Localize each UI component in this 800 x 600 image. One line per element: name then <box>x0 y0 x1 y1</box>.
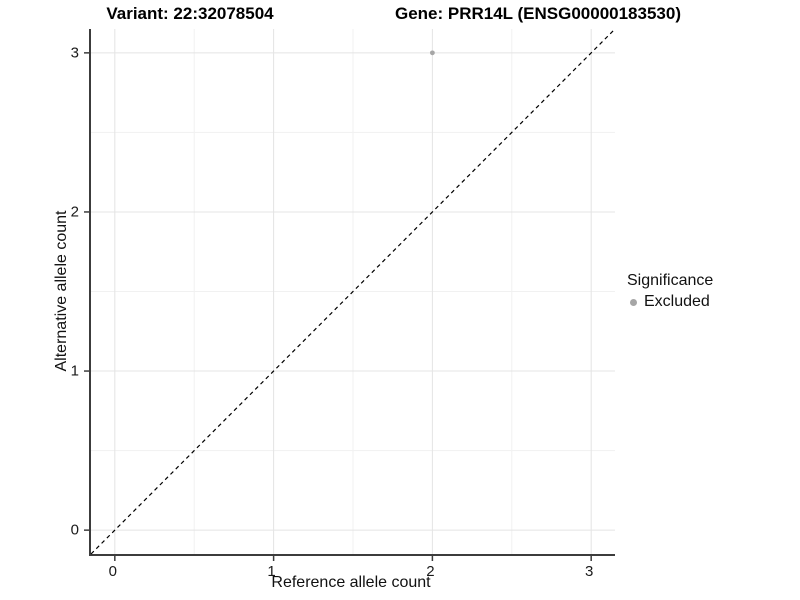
y-tick-label: 0 <box>70 521 79 539</box>
x-axis-title: Reference allele count <box>271 574 431 591</box>
y-tick-label: 2 <box>70 203 79 221</box>
identity-dashed-line <box>90 28 616 555</box>
legend-title: Significance <box>627 272 714 289</box>
y-axis-title: Alternative allele count <box>53 210 70 372</box>
plot-title-gene: Gene: PRR14L (ENSG00000183530) <box>394 4 681 23</box>
x-tick-label: 0 <box>108 563 117 580</box>
legend-item-label: Excluded <box>644 293 710 310</box>
legend-point-icon <box>630 298 637 306</box>
x-tick-label: 3 <box>585 563 594 580</box>
y-tick-label: 1 <box>70 362 79 380</box>
x-tick-label: 1 <box>267 563 276 580</box>
plot-title-variant: Variant: 22:32078504 <box>106 4 274 23</box>
y-tick-label: 3 <box>70 44 79 62</box>
plot-panel <box>84 28 616 561</box>
data-point <box>429 50 435 56</box>
legend: Significance Excluded <box>627 271 713 312</box>
legend-item-excluded: Excluded <box>627 292 713 312</box>
plot-canvas <box>84 28 616 561</box>
x-tick-label: 2 <box>426 563 435 580</box>
